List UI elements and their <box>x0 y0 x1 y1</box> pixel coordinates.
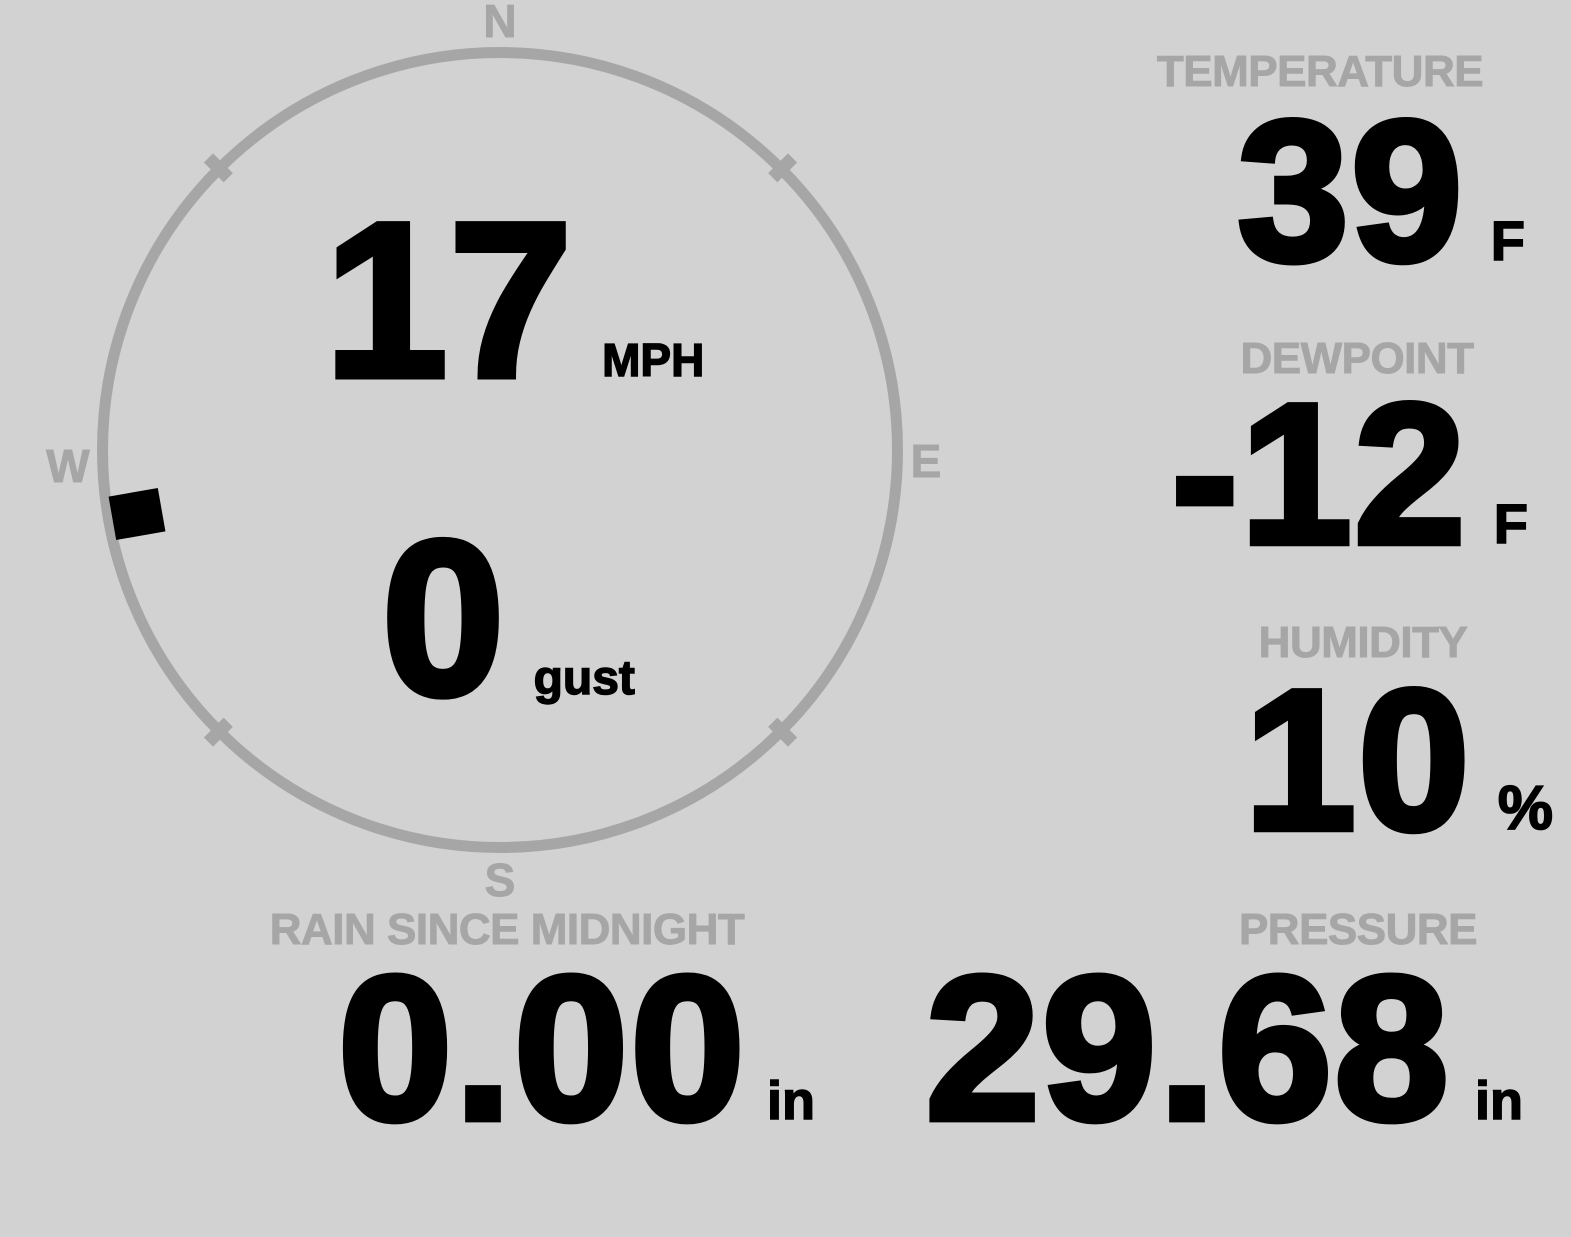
compass-circle <box>97 47 903 853</box>
wind-gust-row: 0 gust <box>378 495 636 741</box>
humidity-label: HUMIDITY <box>1258 618 1468 667</box>
dewpoint-value: -12 <box>1168 363 1468 586</box>
wind-direction-marker <box>108 488 166 541</box>
compass-label-south: S <box>484 854 516 906</box>
temperature-label: TEMPERATURE <box>1156 47 1484 96</box>
wind-gust-value: 0 <box>378 495 507 741</box>
humidity-unit: % <box>1497 773 1554 844</box>
humidity-row: 10 % <box>1241 649 1554 872</box>
humidity-value: 10 <box>1241 649 1472 872</box>
compass-label-east: E <box>910 435 942 487</box>
pressure-label: PRESSURE <box>1238 905 1478 954</box>
temperature-unit: F <box>1490 208 1526 273</box>
wind-gust-unit: gust <box>533 651 636 705</box>
pressure-unit: in <box>1474 1070 1524 1132</box>
pressure-value: 29.68 <box>922 934 1452 1163</box>
wind-speed-value: 17 <box>321 177 575 423</box>
temperature-value: 39 <box>1234 80 1465 303</box>
compass-label-north: N <box>483 0 517 47</box>
wind-speed-row: 17 MPH <box>321 177 705 423</box>
dewpoint-label: DEWPOINT <box>1240 334 1474 383</box>
rain-unit: in <box>766 1070 816 1132</box>
pressure-row: 29.68 in <box>922 934 1524 1163</box>
compass-label-west: W <box>46 440 90 492</box>
rain-row: 0.00 in <box>335 934 816 1163</box>
rain-label: RAIN SINCE MIDNIGHT <box>269 905 745 954</box>
temperature-row: 39 F <box>1234 80 1526 303</box>
dewpoint-unit: F <box>1493 491 1529 556</box>
wind-speed-unit: MPH <box>601 333 705 386</box>
rain-value: 0.00 <box>335 934 748 1163</box>
dewpoint-row: -12 F <box>1168 363 1529 586</box>
